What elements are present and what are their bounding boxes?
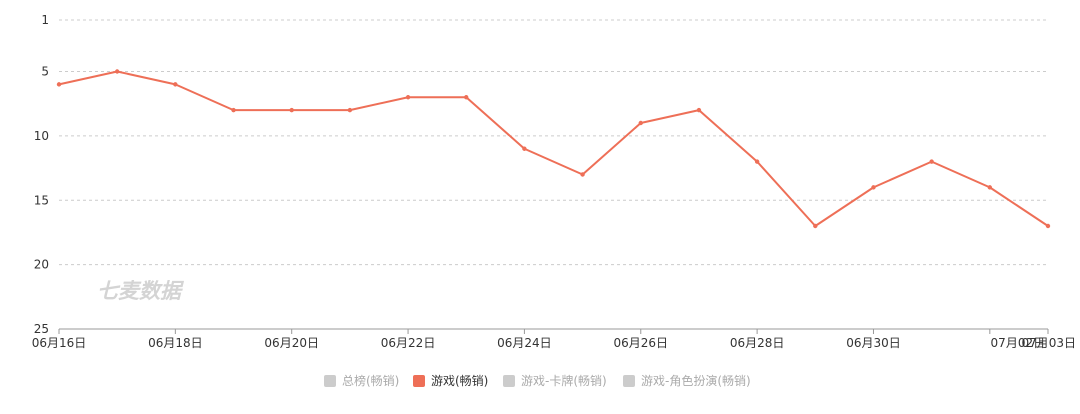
legend-label: 总榜(畅销) <box>342 373 399 388</box>
data-point[interactable] <box>813 223 818 229</box>
x-tick-label: 06月20日 <box>264 336 319 350</box>
legend-label: 游戏-角色扮演(畅销) <box>641 373 751 388</box>
data-point[interactable] <box>405 95 411 100</box>
data-point[interactable] <box>987 185 993 190</box>
data-point[interactable] <box>754 159 760 164</box>
x-tick-label: 06月18日 <box>148 336 203 350</box>
x-tick-label: 07月03日 <box>1021 336 1076 350</box>
y-tick-label: 25 <box>34 322 49 336</box>
grid-lines <box>59 19 1048 266</box>
data-point[interactable] <box>580 172 585 177</box>
data-point[interactable] <box>289 107 294 113</box>
y-tick-label: 10 <box>34 129 49 143</box>
data-point[interactable] <box>1045 223 1051 229</box>
data-point[interactable] <box>173 82 178 87</box>
series-layer <box>56 69 1051 229</box>
legend-swatch <box>503 375 515 387</box>
legend-swatch <box>413 375 425 387</box>
legend-item[interactable]: 游戏(畅销) <box>413 374 488 388</box>
legend-label: 游戏(畅销) <box>431 374 488 388</box>
legend-swatch <box>623 375 635 387</box>
x-axis-ticks: 06月16日 06月18日 06月20日 06月22日 06月24日 06月26日 06月2… <box>32 329 1076 350</box>
x-tick-label: 06月28日 <box>730 336 785 350</box>
x-tick-label: 06月16日 <box>32 336 87 350</box>
y-tick-label: 5 <box>41 65 49 79</box>
data-point[interactable] <box>464 95 469 100</box>
x-tick-label: 06月26日 <box>613 336 668 350</box>
data-point[interactable] <box>347 107 353 113</box>
data-point[interactable] <box>522 146 527 151</box>
legend-item[interactable]: 游戏-卡牌(畅销) <box>503 374 607 388</box>
legend-swatch <box>324 375 336 387</box>
data-point[interactable] <box>871 185 876 190</box>
chart-legend[interactable]: 总榜(畅销) 游戏(畅销) 游戏-卡牌(畅销) 游戏-角色扮演(畅销) <box>324 373 751 388</box>
x-tick-label: 06月22日 <box>381 336 436 350</box>
y-tick-label: 1 <box>41 13 49 27</box>
data-point[interactable] <box>231 107 236 113</box>
data-point[interactable] <box>638 120 643 126</box>
x-tick-label: 07月02日 <box>991 336 1046 350</box>
legend-item[interactable]: 游戏-角色扮演(畅销) <box>623 373 751 388</box>
x-tick-label: 06月24日 <box>497 336 552 350</box>
data-point[interactable] <box>929 159 934 164</box>
y-tick-label: 15 <box>34 193 49 207</box>
data-point[interactable] <box>56 82 62 87</box>
series-line <box>58 70 1049 227</box>
x-tick-label: 06月30日 <box>846 336 901 350</box>
legend-item[interactable]: 总榜(畅销) <box>324 373 399 388</box>
data-point[interactable] <box>114 69 120 74</box>
watermark-text: 七麦数据 <box>97 279 185 303</box>
y-tick-label: 20 <box>34 258 49 272</box>
data-point[interactable] <box>696 107 702 113</box>
legend-label: 游戏-卡牌(畅销) <box>521 374 607 388</box>
